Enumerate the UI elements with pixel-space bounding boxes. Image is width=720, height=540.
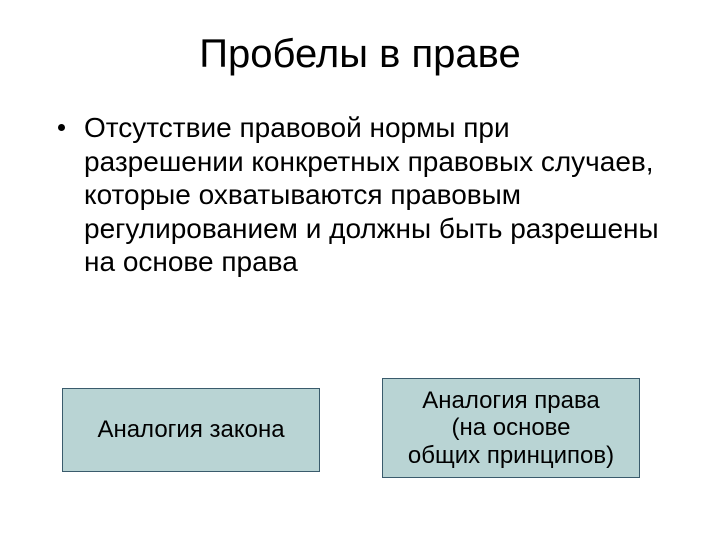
slide-title: Пробелы в праве	[40, 32, 680, 77]
box-analogy-law: Аналогия закона	[62, 388, 320, 472]
bullet-icon	[58, 124, 65, 131]
box-analogy-right: Аналогия права(на основеобщих принципов)	[382, 378, 640, 478]
bullet-item: Отсутствие правовой нормы при разрешении…	[40, 111, 680, 279]
slide: Пробелы в праве Отсутствие правовой норм…	[0, 0, 720, 540]
bullet-text: Отсутствие правовой нормы при разрешении…	[84, 111, 660, 279]
